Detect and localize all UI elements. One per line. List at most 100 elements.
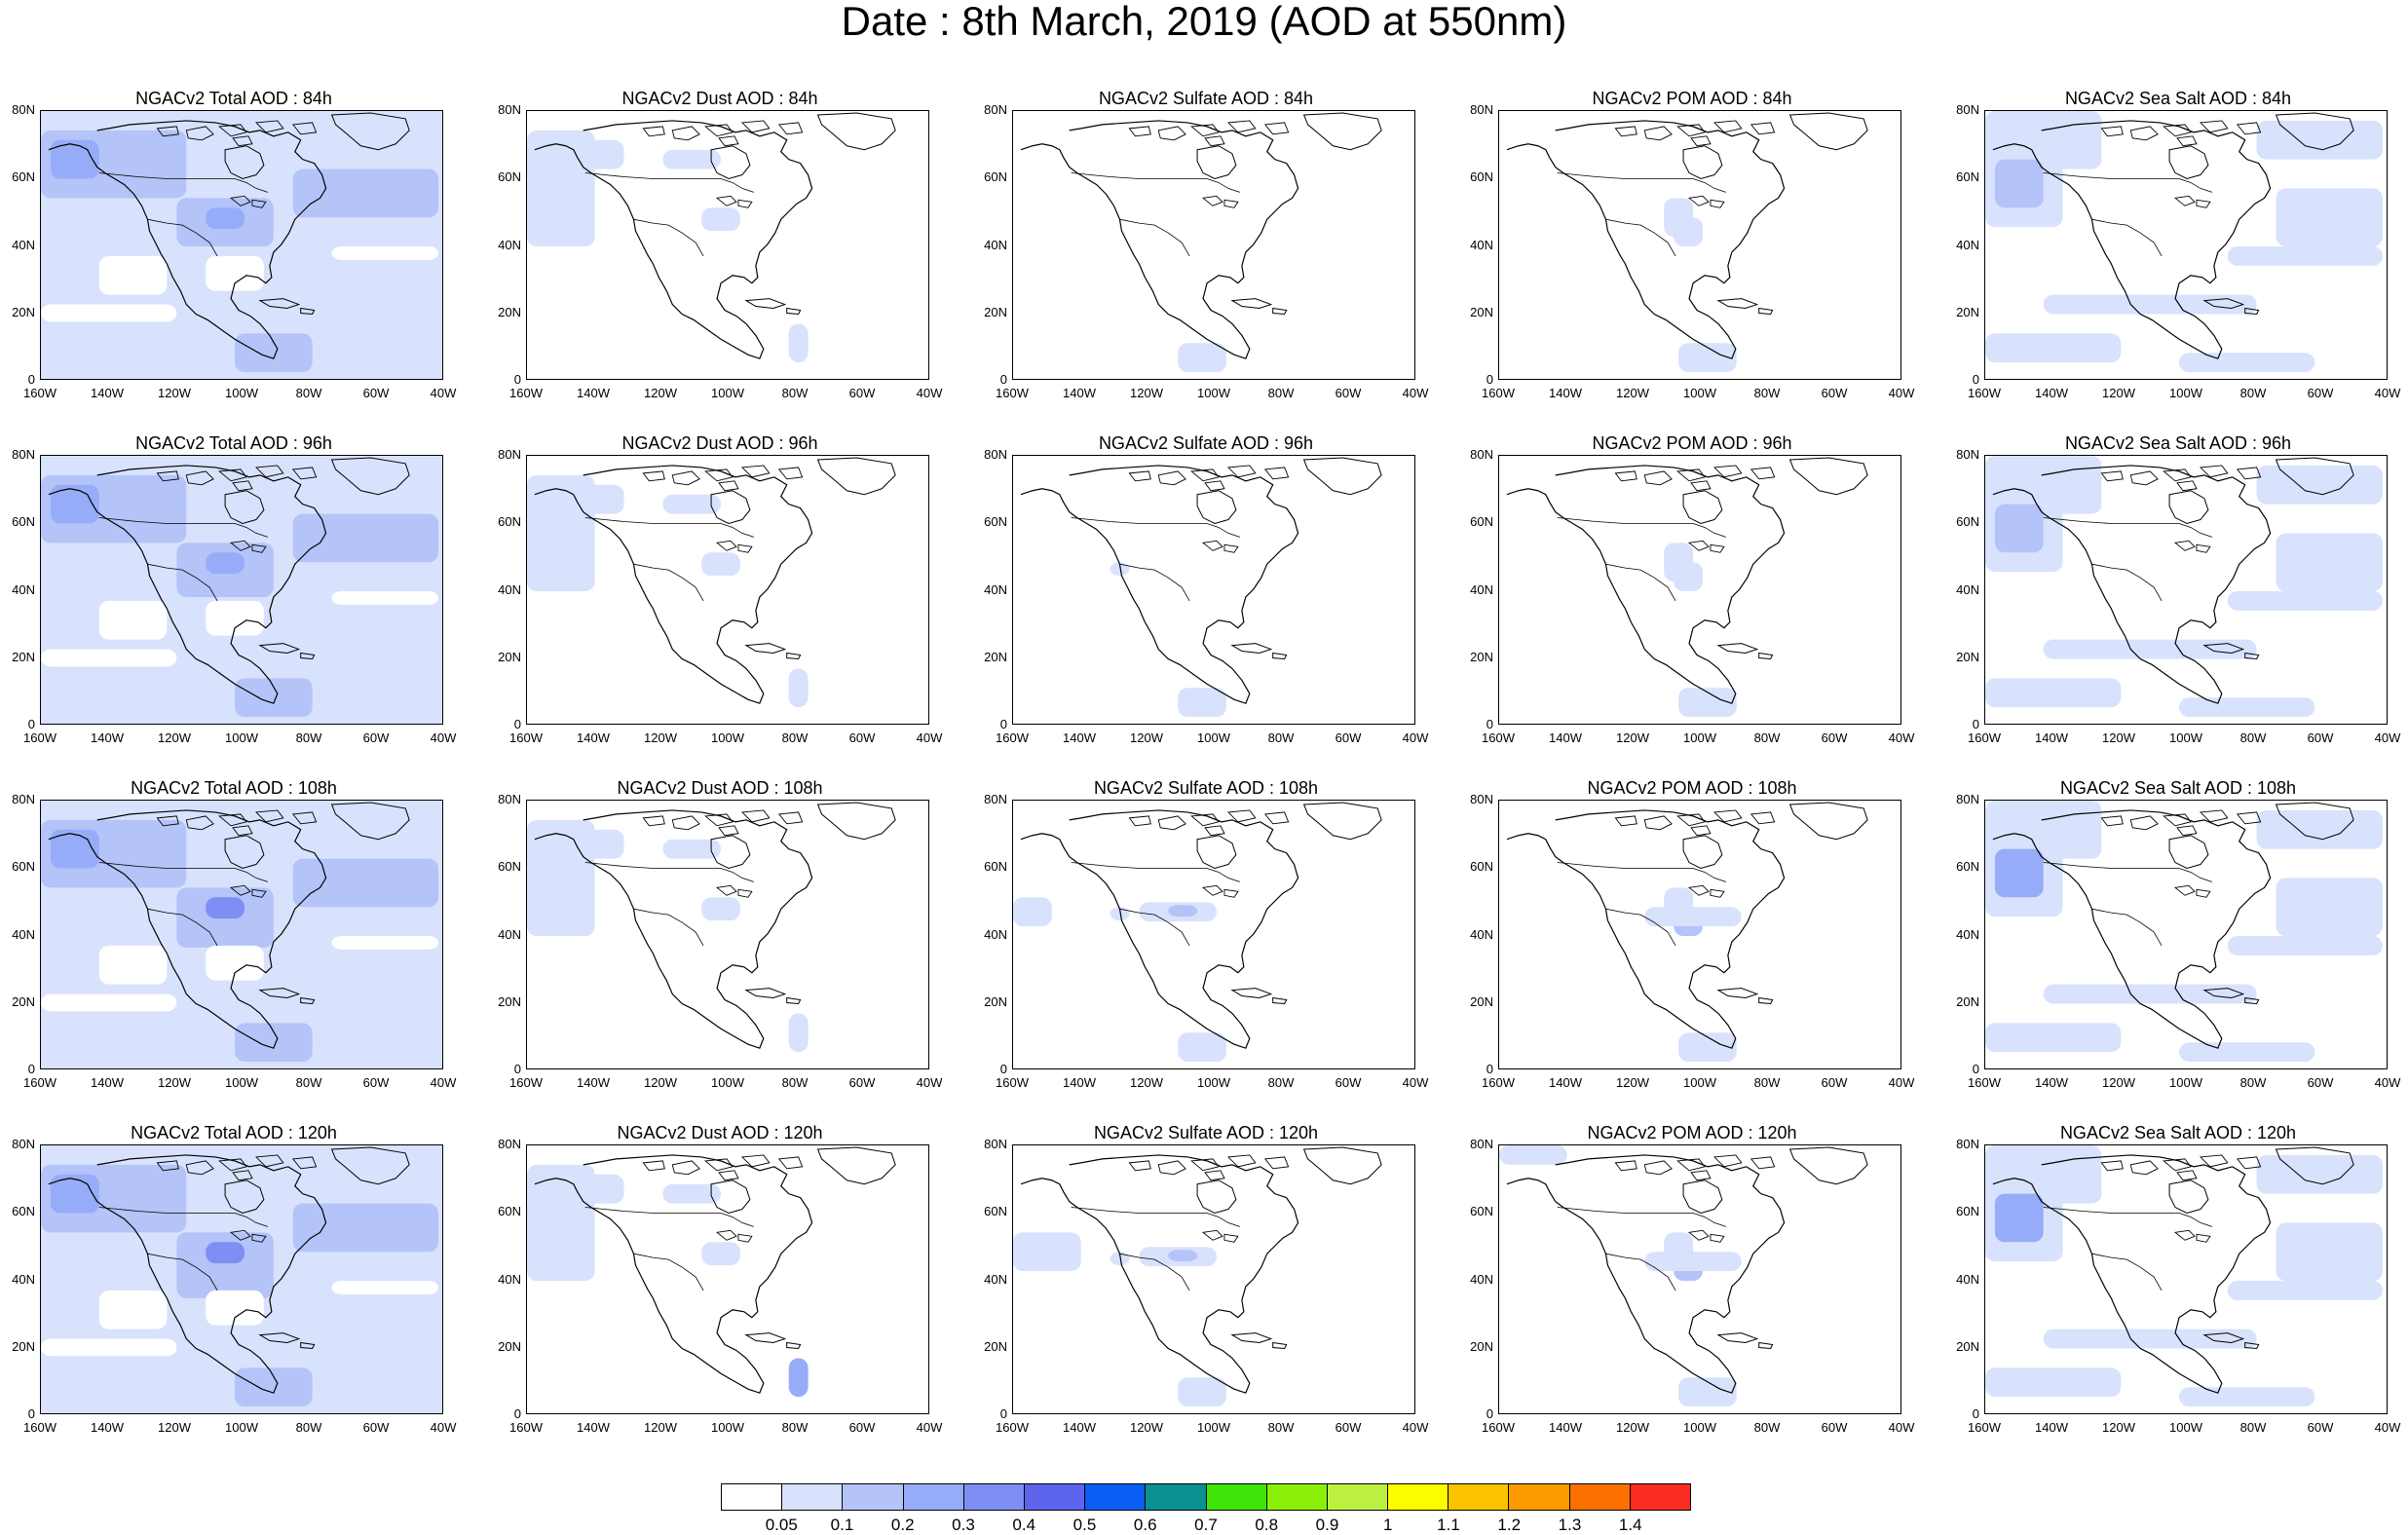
lat-tick-label: 20N xyxy=(12,649,35,664)
lon-tick-label: 80W xyxy=(295,1075,322,1090)
coastline xyxy=(2202,988,2260,1005)
lat-tick-label: 20N xyxy=(498,1338,521,1354)
coastline xyxy=(330,112,410,151)
lat-tick-label: 80N xyxy=(1470,447,1493,462)
coastline xyxy=(642,1154,804,1181)
lon-tick-label: 160W xyxy=(1968,1420,2001,1435)
coastline xyxy=(1230,643,1288,660)
aod-shading xyxy=(584,484,624,514)
lon-tick-label: 40W xyxy=(916,1075,943,1090)
map-area xyxy=(1984,455,2388,725)
aod-shading xyxy=(788,668,809,708)
coastline xyxy=(330,1146,410,1185)
coastline xyxy=(744,1332,802,1350)
lon-tick-label: 80W xyxy=(781,1420,809,1435)
panel-title: NGACv2 Sulfate AOD : 108h xyxy=(1093,778,1319,798)
lat-tick-label: 20N xyxy=(12,304,35,319)
coastline xyxy=(1071,172,1240,257)
coastline xyxy=(1196,835,1237,870)
lat-tick-label: 80N xyxy=(1956,792,1979,806)
lat-tick-label: 80N xyxy=(498,792,521,806)
lon-tick-label: 60W xyxy=(362,1075,390,1090)
aod-shading xyxy=(1994,159,2044,208)
aod-shading xyxy=(584,139,624,169)
panel-title: NGACv2 Dust AOD : 120h xyxy=(617,1123,823,1142)
lat-tick-label: 60N xyxy=(984,169,1007,185)
coastline xyxy=(584,517,754,602)
panel-title: NGACv2 Sea Salt AOD : 120h xyxy=(2059,1123,2297,1142)
aod-shading xyxy=(2276,1222,2384,1281)
coastline xyxy=(715,884,753,898)
lat-tick-label: 20N xyxy=(1470,993,1493,1009)
lon-tick-label: 120W xyxy=(158,386,191,400)
colorbar-box xyxy=(1266,1484,1328,1510)
lon-tick-label: 60W xyxy=(1335,1420,1362,1435)
aod-shading xyxy=(1985,1367,2122,1398)
lon-tick-label: 80W xyxy=(1267,730,1295,745)
coastline xyxy=(1687,884,1725,898)
aod-shading xyxy=(41,649,177,667)
lon-tick-label: 60W xyxy=(362,730,390,745)
lat-tick-label: 0 xyxy=(27,372,35,387)
lon-tick-label: 160W xyxy=(1482,1075,1515,1090)
coastline xyxy=(2043,862,2212,947)
colorbar-box xyxy=(1024,1484,1086,1510)
lon-tick-label: 120W xyxy=(158,730,191,745)
lon-tick-label: 80W xyxy=(295,730,322,745)
lon-tick-label: 100W xyxy=(1197,730,1230,745)
coastline xyxy=(2202,298,2260,316)
lon-tick-label: 140W xyxy=(1549,1075,1582,1090)
lon-tick-label: 80W xyxy=(1753,1075,1781,1090)
lat-tick-label: 60N xyxy=(984,1204,1007,1219)
lat-tick-label: 80N xyxy=(12,1137,35,1151)
colorbar-tick-label: 0.4 xyxy=(1012,1516,1036,1534)
map-panel-pom-row-2: NGACv2 POM AOD : 96h 80N 60N 40N 20N 0 160W 140… xyxy=(1458,432,1914,745)
aod-map-svg xyxy=(1020,112,1382,373)
lat-tick-label: 40N xyxy=(1956,926,1979,942)
colorbar-tick-label: 0.8 xyxy=(1255,1516,1279,1534)
lon-tick-label: 80W xyxy=(1753,386,1781,400)
coastline xyxy=(1128,120,1290,147)
coastline xyxy=(710,1179,751,1215)
lat-tick-label: 60N xyxy=(984,859,1007,875)
coastline xyxy=(2173,884,2211,898)
lon-tick-label: 40W xyxy=(1402,1420,1429,1435)
lat-tick-label: 60N xyxy=(12,169,35,185)
aod-shading xyxy=(206,1290,264,1326)
lon-tick-label: 60W xyxy=(1821,730,1848,745)
lon-tick-label: 40W xyxy=(1402,1075,1429,1090)
aod-map-svg xyxy=(1985,801,2384,1063)
lon-tick-label: 100W xyxy=(225,1420,258,1435)
aod-shading xyxy=(701,1242,740,1266)
lat-tick-label: 60N xyxy=(12,859,35,875)
lat-tick-label: 80N xyxy=(984,1137,1007,1151)
aod-shading xyxy=(1178,1377,1226,1407)
colorbar-box xyxy=(1509,1484,1570,1510)
coastline xyxy=(2100,1154,2262,1181)
coastline xyxy=(1020,809,1299,1049)
colorbar-tick-label: 0.3 xyxy=(952,1516,975,1534)
aod-shading xyxy=(1985,1023,2122,1053)
lat-tick-label: 40N xyxy=(12,581,35,597)
coastline xyxy=(642,120,804,147)
colorbar-box xyxy=(1085,1484,1147,1510)
lon-tick-label: 140W xyxy=(1549,730,1582,745)
coastline xyxy=(156,809,318,837)
colorbar-box xyxy=(963,1484,1025,1510)
aod-shading xyxy=(1178,343,1226,373)
coastline xyxy=(1716,643,1774,660)
lon-tick-label: 40W xyxy=(1888,730,1915,745)
lon-tick-label: 160W xyxy=(23,730,56,745)
map-area xyxy=(526,110,929,380)
aod-map-svg xyxy=(527,802,896,1053)
aod-shading xyxy=(331,935,439,950)
coastline xyxy=(48,809,327,1049)
aod-shading xyxy=(701,897,740,921)
aod-shading xyxy=(1013,1232,1081,1272)
lat-tick-label: 20N xyxy=(1956,1338,1979,1354)
aod-shading xyxy=(2256,809,2384,849)
coastline xyxy=(229,195,267,208)
colorbar-tick-label: 0.6 xyxy=(1133,1516,1157,1534)
coastline xyxy=(2168,490,2209,525)
lat-tick-label: 40N xyxy=(12,1271,35,1287)
